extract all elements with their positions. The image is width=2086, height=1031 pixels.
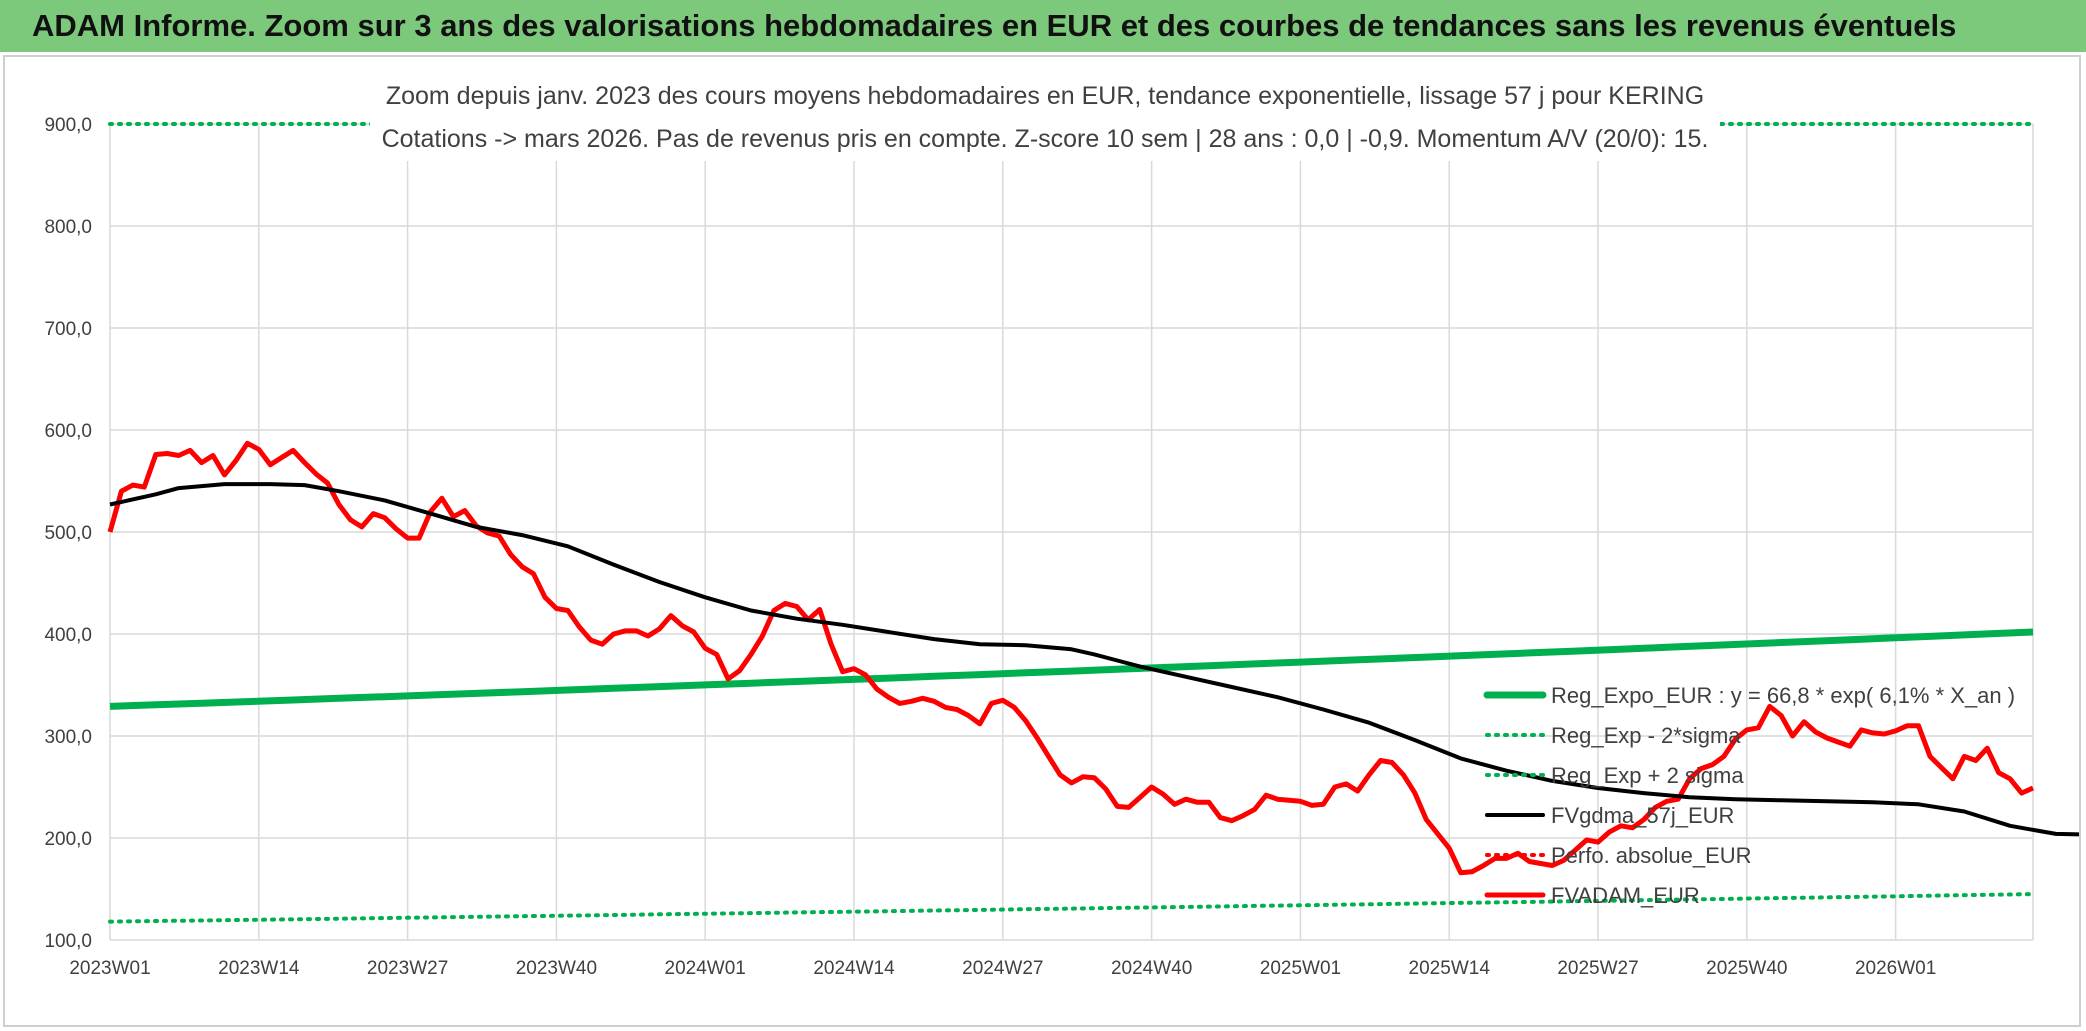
x-tick-label: 2023W01 <box>69 958 150 979</box>
y-tick-label: 800,0 <box>44 217 92 238</box>
chart-title: Zoom depuis janv. 2023 des cours moyens … <box>386 82 1704 110</box>
line-chart: 100,0 200,0 300,0 400,0 500,0 600,0 700,0 800,0… <box>44 61 2079 979</box>
x-tick-label: 2023W14 <box>218 958 300 979</box>
x-tick-label: 2026W01 <box>1855 958 1936 979</box>
report-banner: ADAM Informe. Zoom sur 3 ans des valoris… <box>0 0 2086 55</box>
x-tick-label: 2023W27 <box>367 958 448 979</box>
x-tick-label: 2024W27 <box>962 958 1043 979</box>
y-tick-label: 400,0 <box>44 625 92 646</box>
x-tick-label: 2025W14 <box>1409 958 1491 979</box>
legend-label: Reg_Exp - 2*sigma <box>1551 723 1741 748</box>
y-tick-label: 700,0 <box>44 319 92 340</box>
x-tick-label: 2025W27 <box>1557 958 1638 979</box>
y-tick-label: 900,0 <box>44 115 92 136</box>
x-tick-label: 2025W40 <box>1706 958 1787 979</box>
x-tick-label: 2023W40 <box>516 958 597 979</box>
y-tick-label: 200,0 <box>44 829 92 850</box>
series-fvgdma <box>109 482 2079 837</box>
y-tick-label: 300,0 <box>44 727 92 748</box>
legend-label: FVgdma_57j_EUR <box>1551 803 1734 828</box>
series-reg-expo <box>109 628 2034 710</box>
x-tick-label: 2024W01 <box>665 958 746 979</box>
legend-label: FVADAM_EUR <box>1551 883 1700 908</box>
x-tick-label: 2024W40 <box>1111 958 1192 979</box>
y-tick-label: 500,0 <box>44 523 92 544</box>
report-title: ADAM Informe. Zoom sur 3 ans des valoris… <box>32 8 1957 43</box>
x-tick-label: 2025W01 <box>1260 958 1341 979</box>
y-tick-label: 100,0 <box>44 931 92 952</box>
legend-label: Perfo. absolue_EUR <box>1551 843 1752 868</box>
series-reg-exp-minus-2-sigma <box>108 892 2035 924</box>
x-tick-label: 2024W14 <box>813 958 895 979</box>
chart-frame: 100,0 200,0 300,0 400,0 500,0 600,0 700,0 800,0… <box>3 55 2081 1027</box>
series-fvadam <box>107 440 2035 876</box>
chart-subtitle: Cotations -> mars 2026. Pas de revenus p… <box>382 125 1709 153</box>
legend-label: Reg_Exp + 2 sigma <box>1551 763 1744 788</box>
title-background <box>370 61 1720 161</box>
legend-label: Reg_Expo_EUR : y = 66,8 * exp( 6,1% * X_… <box>1551 683 2015 708</box>
y-tick-label: 600,0 <box>44 421 92 442</box>
